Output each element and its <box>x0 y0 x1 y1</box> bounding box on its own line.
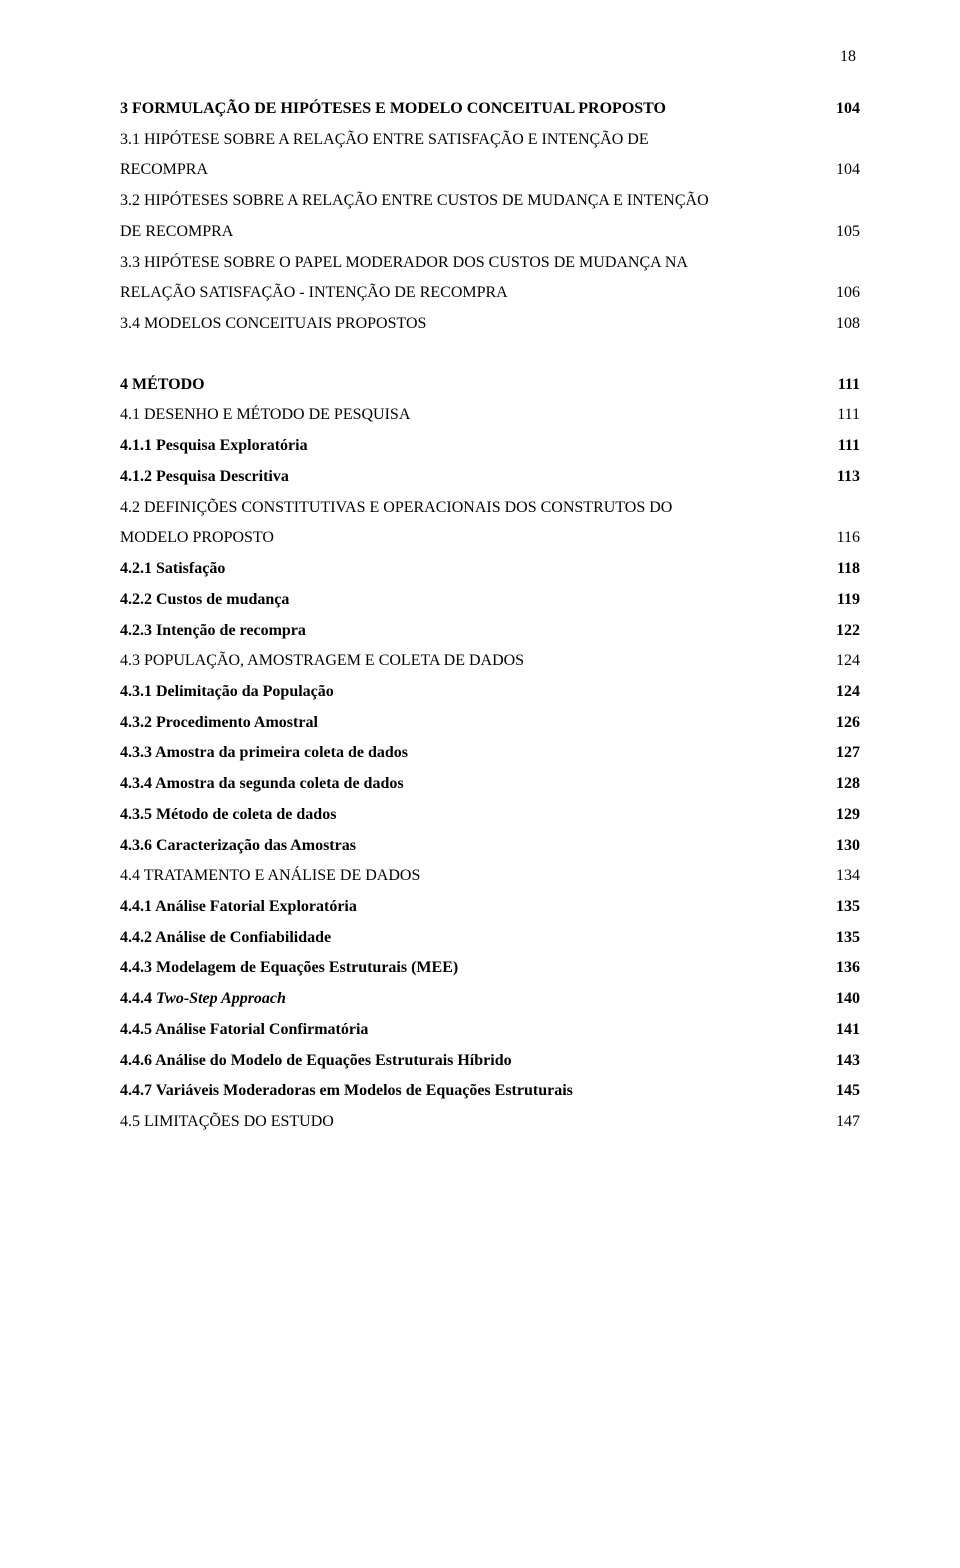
page-number: 18 <box>120 48 860 66</box>
toc-entry: 4.3.5 Método de coleta de dados129 <box>120 800 860 831</box>
toc-title: MODELO PROPOSTO <box>120 523 829 554</box>
toc-page: 126 <box>828 708 860 739</box>
toc-page: 106 <box>828 278 860 309</box>
toc-entry-continuation: RECOMPRA104 <box>120 155 860 186</box>
toc-page: 124 <box>828 646 860 677</box>
section-gap <box>120 340 860 370</box>
toc-title: 4.1.2 Pesquisa Descritiva <box>120 462 829 493</box>
toc-title: 4.4.4 Two-Step Approach <box>120 984 828 1015</box>
toc-title: 3.4 MODELOS CONCEITUAIS PROPOSTOS <box>120 309 828 340</box>
toc-page: 135 <box>828 892 860 923</box>
toc-title: 4.3.5 Método de coleta de dados <box>120 800 828 831</box>
toc-title: 4.4 TRATAMENTO E ANÁLISE DE DADOS <box>120 861 828 892</box>
toc-title: 4.4.3 Modelagem de Equações Estruturais … <box>120 953 828 984</box>
toc-entry: 4.3.6 Caracterização das Amostras130 <box>120 831 860 862</box>
toc-page: 111 <box>830 370 860 401</box>
toc-title: 4 MÉTODO <box>120 370 830 401</box>
toc-entry: 3 FORMULAÇÃO DE HIPÓTESES E MODELO CONCE… <box>120 94 860 125</box>
toc-entry: 4.3.1 Delimitação da População124 <box>120 677 860 708</box>
toc-entry: 4.1.1 Pesquisa Exploratória111 <box>120 431 860 462</box>
toc-entry: 4.4.1 Análise Fatorial Exploratória135 <box>120 892 860 923</box>
toc-entry: 4.5 LIMITAÇÕES DO ESTUDO147 <box>120 1107 860 1138</box>
toc-title: 4.1.1 Pesquisa Exploratória <box>120 431 830 462</box>
toc-page: 135 <box>828 923 860 954</box>
toc-title: DE RECOMPRA <box>120 217 828 248</box>
toc-entry: 4.4.5 Análise Fatorial Confirmatória141 <box>120 1015 860 1046</box>
toc-title: 4.3.4 Amostra da segunda coleta de dados <box>120 769 828 800</box>
toc-title: 4.4.5 Análise Fatorial Confirmatória <box>120 1015 828 1046</box>
toc-entry: 4.4.7 Variáveis Moderadoras em Modelos d… <box>120 1076 860 1107</box>
toc-title: 4.3 POPULAÇÃO, AMOSTRAGEM E COLETA DE DA… <box>120 646 828 677</box>
toc-page: 136 <box>828 953 860 984</box>
toc-entry: 4.1 DESENHO E MÉTODO DE PESQUISA111 <box>120 400 860 431</box>
toc-entry: 4.4.4 Two-Step Approach140 <box>120 984 860 1015</box>
toc-page: 113 <box>829 462 860 493</box>
toc-page: 122 <box>828 616 860 647</box>
toc-page: 128 <box>828 769 860 800</box>
toc-page: 118 <box>829 554 860 585</box>
toc-entry-continuation: MODELO PROPOSTO116 <box>120 523 860 554</box>
toc-page: 104 <box>828 94 860 125</box>
toc-page: 104 <box>828 155 860 186</box>
toc-title: 4.3.3 Amostra da primeira coleta de dado… <box>120 738 828 769</box>
toc-entry: 4.3.2 Procedimento Amostral126 <box>120 708 860 739</box>
toc-page: 130 <box>828 831 860 862</box>
toc-page: 143 <box>828 1046 860 1077</box>
toc-title: RECOMPRA <box>120 155 828 186</box>
toc-title: 4.4.1 Análise Fatorial Exploratória <box>120 892 828 923</box>
toc-page: 124 <box>828 677 860 708</box>
toc-title: 3 FORMULAÇÃO DE HIPÓTESES E MODELO CONCE… <box>120 94 828 125</box>
toc-entry: 4.2.3 Intenção de recompra122 <box>120 616 860 647</box>
toc-title: 4.2.3 Intenção de recompra <box>120 616 828 647</box>
toc-entry: 3.1 HIPÓTESE SOBRE A RELAÇÃO ENTRE SATIS… <box>120 125 860 156</box>
toc-entry-continuation: DE RECOMPRA105 <box>120 217 860 248</box>
toc-page: 134 <box>828 861 860 892</box>
toc-title: 4.4.2 Análise de Confiabilidade <box>120 923 828 954</box>
toc-page: 111 <box>830 431 860 462</box>
toc-title: 4.2.2 Custos de mudança <box>120 585 829 616</box>
toc-entry: 4.4.6 Análise do Modelo de Equações Estr… <box>120 1046 860 1077</box>
toc-title: 4.3.6 Caracterização das Amostras <box>120 831 828 862</box>
toc-entry: 4.4.2 Análise de Confiabilidade135 <box>120 923 860 954</box>
toc-entry: 4.2.1 Satisfação118 <box>120 554 860 585</box>
toc-entry: 4.3.3 Amostra da primeira coleta de dado… <box>120 738 860 769</box>
toc-title: RELAÇÃO SATISFAÇÃO - INTENÇÃO DE RECOMPR… <box>120 278 828 309</box>
toc-page: 111 <box>829 400 860 431</box>
toc-entry: 4.1.2 Pesquisa Descritiva113 <box>120 462 860 493</box>
toc-entry: 4.4 TRATAMENTO E ANÁLISE DE DADOS134 <box>120 861 860 892</box>
toc-entry: 4.2.2 Custos de mudança119 <box>120 585 860 616</box>
toc-page: 129 <box>828 800 860 831</box>
toc-entry: 4.4.3 Modelagem de Equações Estruturais … <box>120 953 860 984</box>
toc-page: 141 <box>828 1015 860 1046</box>
toc-title: 4.3.1 Delimitação da População <box>120 677 828 708</box>
toc-page: 116 <box>829 523 860 554</box>
toc-page: 147 <box>828 1107 860 1138</box>
toc-title: 4.1 DESENHO E MÉTODO DE PESQUISA <box>120 400 829 431</box>
toc-entry: 4.3.4 Amostra da segunda coleta de dados… <box>120 769 860 800</box>
toc-page: 140 <box>828 984 860 1015</box>
toc-page: 145 <box>828 1076 860 1107</box>
table-of-contents: 3 FORMULAÇÃO DE HIPÓTESES E MODELO CONCE… <box>120 94 860 1138</box>
toc-title: 4.2.1 Satisfação <box>120 554 829 585</box>
toc-entry: 4.2 DEFINIÇÕES CONSTITUTIVAS E OPERACION… <box>120 493 860 524</box>
toc-entry: 3.4 MODELOS CONCEITUAIS PROPOSTOS108 <box>120 309 860 340</box>
toc-title: 4.3.2 Procedimento Amostral <box>120 708 828 739</box>
toc-entry: 3.3 HIPÓTESE SOBRE O PAPEL MODERADOR DOS… <box>120 248 860 279</box>
toc-entry: 3.2 HIPÓTESES SOBRE A RELAÇÃO ENTRE CUST… <box>120 186 860 217</box>
toc-title: 4.5 LIMITAÇÕES DO ESTUDO <box>120 1107 828 1138</box>
toc-page: 105 <box>828 217 860 248</box>
toc-title: 4.4.6 Análise do Modelo de Equações Estr… <box>120 1046 828 1077</box>
toc-entry-continuation: RELAÇÃO SATISFAÇÃO - INTENÇÃO DE RECOMPR… <box>120 278 860 309</box>
toc-page: 127 <box>828 738 860 769</box>
toc-page: 108 <box>828 309 860 340</box>
toc-title: 4.4.7 Variáveis Moderadoras em Modelos d… <box>120 1076 828 1107</box>
toc-entry: 4 MÉTODO111 <box>120 370 860 401</box>
toc-entry: 4.3 POPULAÇÃO, AMOSTRAGEM E COLETA DE DA… <box>120 646 860 677</box>
toc-page: 119 <box>829 585 860 616</box>
